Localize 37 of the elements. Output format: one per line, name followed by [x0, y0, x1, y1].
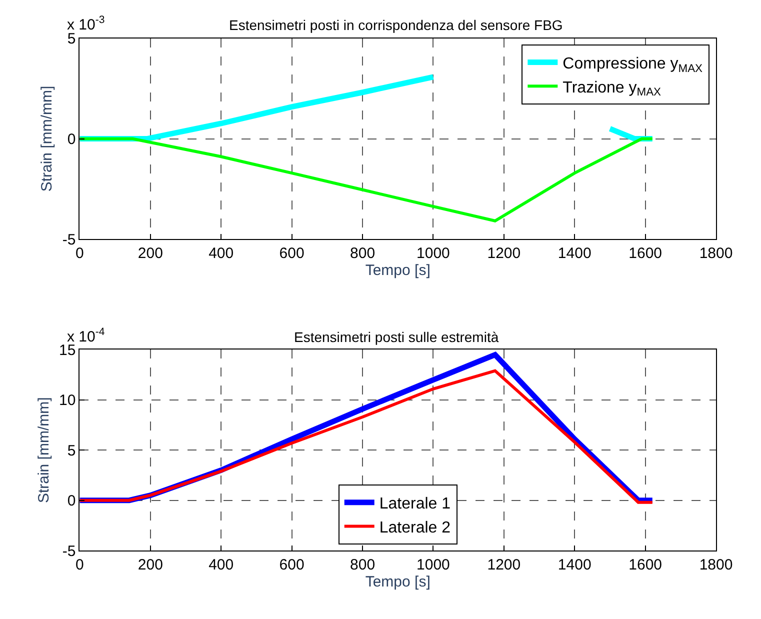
- legend-label: Laterale 1: [379, 496, 451, 513]
- y-axis-title: Strain [mm/mm]: [38, 86, 56, 192]
- y-tick-label: 5: [67, 30, 76, 48]
- x-tick-label: 600: [279, 556, 304, 574]
- y-tick-label: 5: [67, 442, 76, 460]
- x-tick-label: 400: [208, 245, 234, 262]
- line-series: [80, 137, 654, 222]
- y-tick-label: -5: [62, 231, 76, 248]
- x-tick-label: 800: [350, 245, 376, 262]
- x-tick-label: 1200: [487, 556, 521, 574]
- x-tick-label: 200: [138, 245, 163, 262]
- x-tick-label: 1000: [416, 556, 450, 574]
- x-tick-label: 1600: [628, 245, 662, 262]
- legend-label: Laterale 2: [379, 519, 451, 536]
- x-tick-label: 400: [208, 556, 234, 574]
- legend-label: Trazione y$_{MAX}$: [562, 79, 662, 99]
- x-axis-title: Tempo [s]: [365, 262, 430, 280]
- y-tick-label: -5: [62, 542, 76, 560]
- x-tick-label: 1400: [558, 245, 592, 262]
- x-tick-label: 1400: [558, 556, 592, 574]
- y-tick-label: 0: [67, 492, 76, 510]
- x-tick-label: 800: [350, 556, 376, 574]
- x-tick-label: 1000: [416, 245, 450, 262]
- legend-label: Compressione y$_{MAX}$: [562, 56, 704, 75]
- x-tick-label: 200: [138, 556, 163, 574]
- y-tick-label: 0: [67, 131, 76, 148]
- x-tick-label: 600: [279, 245, 304, 262]
- chart-title: Estensimetri posti sulle estremità: [294, 329, 499, 345]
- y-axis-title: Strain [mm/mm]: [35, 397, 52, 504]
- y-tick-label: 10: [59, 392, 76, 410]
- x-axis-title: Tempo [s]: [365, 574, 430, 591]
- chart-title: Estensimetri posti in corrispondenza del sensore FBG: [229, 17, 563, 33]
- x-tick-label: 1800: [699, 245, 733, 262]
- text: x 10$^{-3}$: [67, 14, 105, 34]
- x-tick-label: 1800: [699, 556, 733, 574]
- x-tick-label: 1200: [487, 245, 521, 262]
- x-tick-label: 1600: [628, 556, 662, 574]
